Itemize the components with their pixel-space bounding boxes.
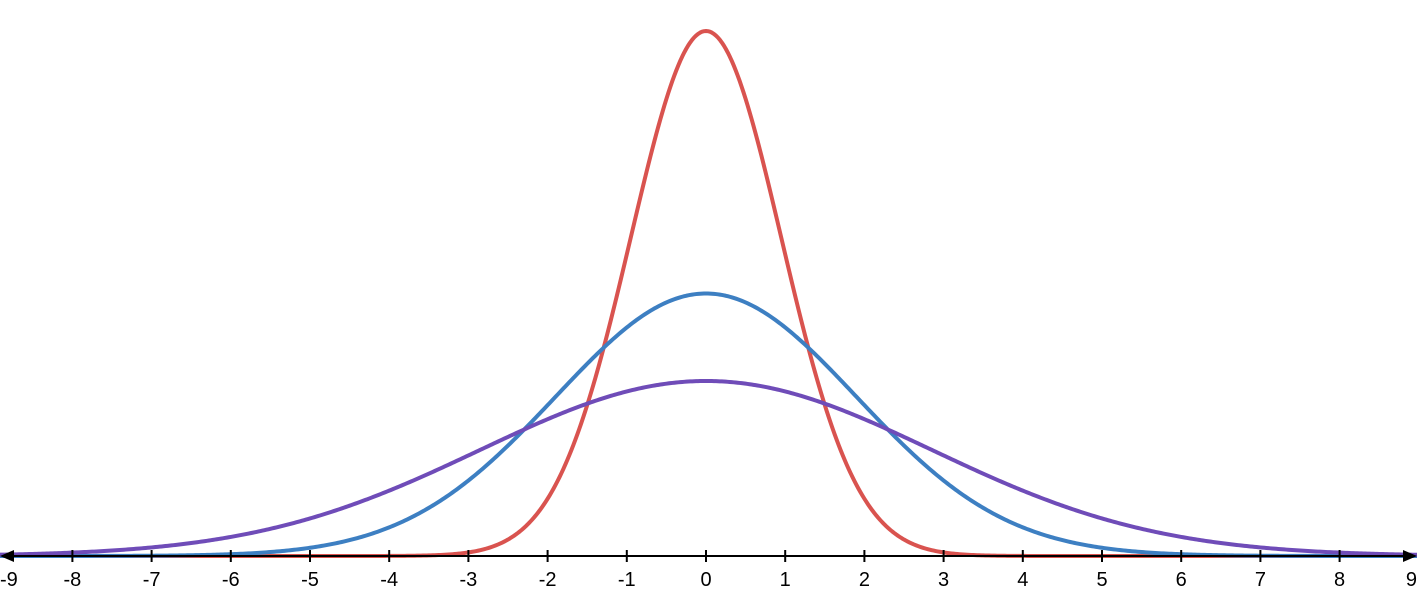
x-tick-label--9: -9 xyxy=(0,569,18,591)
x-tick-label-4: 4 xyxy=(1017,569,1028,591)
x-tick-label-8: 8 xyxy=(1334,569,1345,591)
curves-group xyxy=(0,29,1417,558)
series-line-3 xyxy=(0,379,1417,557)
x-tick-label-0: 0 xyxy=(700,569,711,591)
x-tick-label-6: 6 xyxy=(1176,569,1187,591)
x-tick-label-9: 9 xyxy=(1406,569,1417,591)
x-tick-label--4: -4 xyxy=(380,569,398,591)
x-tick-label--3: -3 xyxy=(460,569,478,591)
x-ticks-group xyxy=(71,550,1341,562)
x-tick-label--5: -5 xyxy=(301,569,319,591)
x-tick-label--7: -7 xyxy=(143,569,161,591)
x-tick-label-1: 1 xyxy=(780,569,791,591)
series-line-2 xyxy=(0,291,1417,558)
x-tick-label-5: 5 xyxy=(1096,569,1107,591)
x-tick-label-2: 2 xyxy=(859,569,870,591)
x-tick-label-7: 7 xyxy=(1255,569,1266,591)
x-axis-arrow-left-icon xyxy=(0,550,14,562)
x-axis: -9 -8 -7 -6 -5 -4 -3 -2 -1 0 1 2 3 4 5 6 7 8 9 xyxy=(0,550,1417,591)
x-axis-arrow-right-icon xyxy=(1403,550,1417,562)
x-tick-label--6: -6 xyxy=(222,569,240,591)
x-tick-label--2: -2 xyxy=(539,569,557,591)
x-tick-label-3: 3 xyxy=(938,569,949,591)
x-tick-labels-group: -9 -8 -7 -6 -5 -4 -3 -2 -1 0 1 2 3 4 5 6 7 8 9 xyxy=(0,569,1417,591)
x-tick-label--1: -1 xyxy=(618,569,636,591)
x-tick-label--8: -8 xyxy=(64,569,82,591)
